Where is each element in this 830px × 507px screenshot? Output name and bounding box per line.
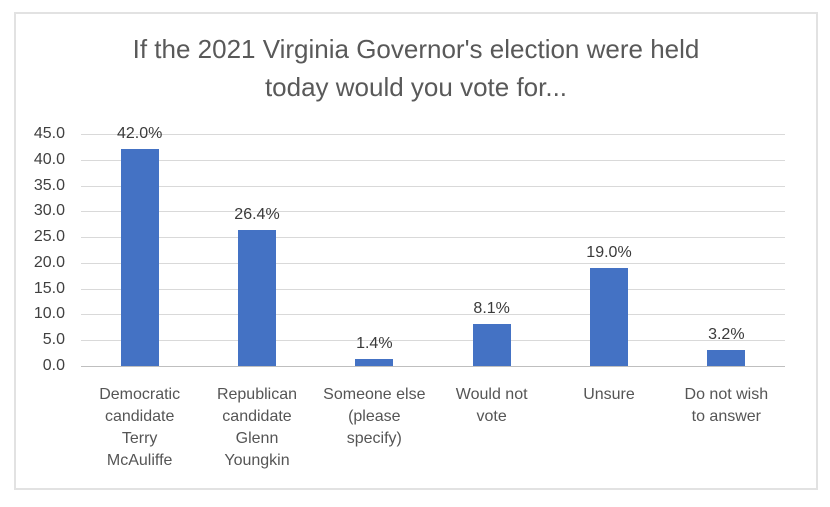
chart-title-line1: If the 2021 Virginia Governor's election…	[132, 34, 700, 64]
y-tick-label: 25.0	[33, 228, 65, 246]
y-tick-label: 45.0	[33, 125, 65, 142]
x-category-label: Do not wish to answer	[684, 386, 769, 425]
y-tick-label: 15.0	[33, 279, 65, 297]
data-label: 3.2%	[708, 325, 745, 343]
data-label: 42.0%	[116, 125, 163, 143]
y-tick-label: 35.0	[33, 176, 65, 194]
gridline	[81, 159, 785, 161]
data-label: 26.4%	[234, 205, 280, 223]
gridline	[81, 185, 785, 187]
x-category-label: Would not vote	[455, 386, 528, 425]
x-category-label: Unsure	[583, 386, 635, 403]
bar	[120, 149, 159, 366]
bar	[472, 324, 511, 366]
gridline	[81, 237, 785, 239]
bar	[355, 358, 394, 366]
gridline	[81, 134, 785, 135]
gridline	[81, 262, 785, 264]
bar	[590, 268, 628, 366]
y-tick-label: 10.0	[33, 305, 65, 323]
gridline	[81, 314, 785, 316]
y-tick-label: 40.0	[33, 150, 65, 168]
x-category-label: Democratic candidate Terry McAuliffe	[99, 386, 181, 469]
x-category-label: Someone else (please specify)	[323, 386, 426, 447]
gridline	[81, 211, 785, 213]
y-tick-label: 5.0	[42, 331, 65, 349]
chart-title-line2: today would you vote for...	[264, 72, 568, 102]
plot-area: 42.0% 26.4% 1.4% 8.1% 19.0% 3.2%	[81, 125, 785, 367]
y-tick-label: 30.0	[33, 202, 65, 220]
y-tick-label: 20.0	[33, 253, 65, 271]
x-category-label: Republican candidate Glenn Youngkin	[216, 386, 298, 469]
data-label: 1.4%	[356, 334, 393, 352]
data-label: 8.1%	[473, 300, 510, 318]
gridline	[81, 288, 785, 290]
gridline	[81, 340, 785, 342]
y-tick-label: 0.0	[42, 357, 65, 374]
bar	[707, 349, 746, 366]
bar	[238, 229, 276, 366]
data-label: 19.0%	[586, 244, 632, 262]
x-axis-line	[81, 366, 785, 367]
chart-frame: If the 2021 Virginia Governor's election…	[14, 12, 818, 490]
chart-title: If the 2021 Virginia Governor's election…	[16, 30, 816, 106]
